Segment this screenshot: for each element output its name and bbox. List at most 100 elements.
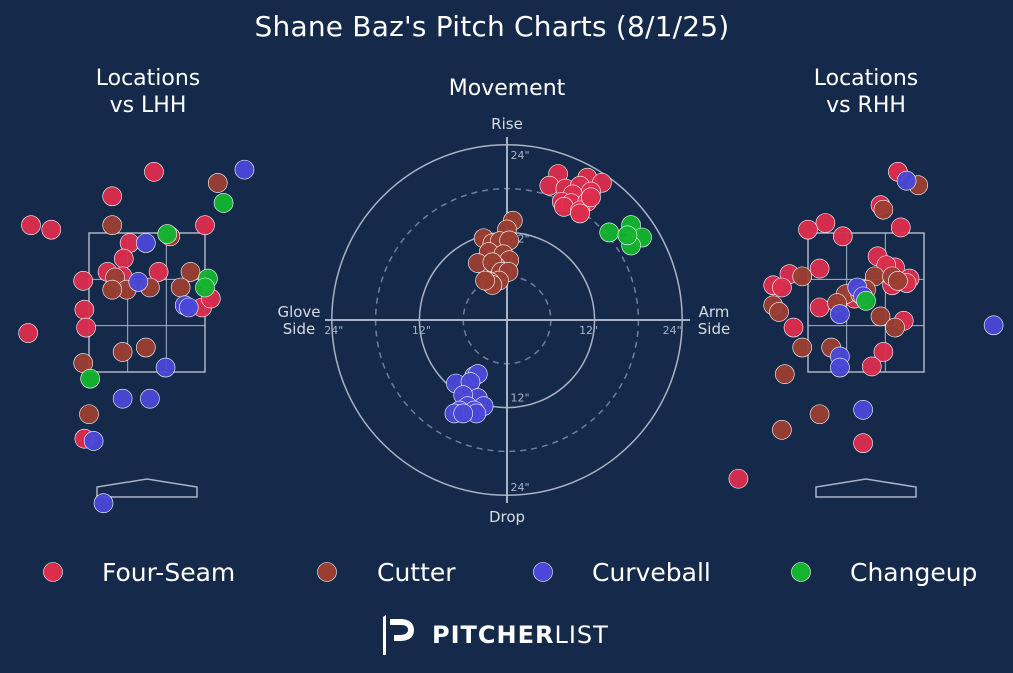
rhh-panel-title: Locations vs RHH <box>766 65 966 119</box>
lhh-point-four-seam <box>114 248 134 269</box>
movement-plot: 24" 12" 12" 24"24"12"12"24"RiseDropGloveSid… <box>277 115 730 526</box>
lhh-point-curveball <box>155 357 176 378</box>
tick-label-glove-24: 24" <box>324 324 343 337</box>
rhh-point-curveball <box>896 170 917 191</box>
lhh-title-line-1: Locations <box>95 66 201 91</box>
legend-label-curveball: Curveball <box>592 558 711 587</box>
brand-bold: PITCHER <box>432 621 555 649</box>
rhh-point-curveball <box>853 400 873 420</box>
tick-label-arm-12: 12" <box>579 324 598 337</box>
movement-point-changeup <box>599 222 620 243</box>
legend-marker-cutter <box>317 562 337 582</box>
tick-label-arm-24: 24" <box>663 324 682 337</box>
lhh-point-cutter <box>79 404 99 425</box>
rhh-point-curveball <box>983 315 1004 336</box>
lhh-point-cutter <box>102 279 122 300</box>
pitcherlist-logo: PITCHERLIST <box>380 612 609 658</box>
movement-label-glove: Glove <box>277 303 320 321</box>
movement-point-changeup <box>617 225 638 246</box>
lhh-point-changeup <box>195 277 215 298</box>
lhh-location-plot <box>18 159 255 514</box>
legend-label-cutter: Cutter <box>377 558 456 587</box>
lhh-point-cutter <box>207 173 228 193</box>
lhh-point-curveball <box>112 388 133 409</box>
movement-label-arm: Arm <box>699 303 730 321</box>
movement-label-drop: Drop <box>489 508 525 526</box>
rhh-point-curveball <box>830 357 850 378</box>
lhh-point-curveball <box>234 159 255 180</box>
lhh-point-cutter <box>170 277 191 298</box>
movement-label-arm-side: Side <box>698 320 730 338</box>
lhh-point-four-seam <box>73 271 93 291</box>
legend-label-changeup: Changeup <box>850 558 978 587</box>
rhh-point-four-seam <box>890 217 911 238</box>
pitcherlist-wordmark: PITCHERLIST <box>432 621 609 649</box>
lhh-point-cutter <box>136 337 156 358</box>
lhh-point-four-seam <box>195 215 215 236</box>
lhh-point-curveball <box>140 388 160 409</box>
lhh-point-four-seam <box>144 162 164 182</box>
rhh-location-plot <box>728 162 1004 498</box>
rhh-point-cutter <box>885 317 905 338</box>
rhh-point-four-seam <box>798 219 818 240</box>
tick-label-drop-24: 24" <box>510 481 529 494</box>
lhh-point-four-seam <box>74 299 95 320</box>
rhh-point-cutter <box>769 302 789 322</box>
tick-label-rise-24: 24" <box>510 149 529 162</box>
rhh-point-four-seam <box>809 297 830 318</box>
lhh-point-four-seam <box>148 262 169 282</box>
legend-label-four-seam: Four-Seam <box>102 558 236 587</box>
tick-label-drop-12: 12" <box>510 392 529 405</box>
lhh-point-cutter <box>180 262 201 282</box>
rhh-point-cutter <box>774 364 795 385</box>
lhh-point-changeup <box>157 224 178 244</box>
legend-marker-curveball <box>533 562 553 582</box>
rhh-point-four-seam <box>873 342 894 362</box>
rhh-point-four-seam <box>809 258 830 279</box>
lhh-point-changeup <box>213 193 234 213</box>
lhh-point-curveball <box>128 272 149 292</box>
movement-point-four-seam <box>581 187 601 208</box>
rhh-point-four-seam <box>728 468 749 489</box>
rhh-point-curveball <box>830 304 850 324</box>
rhh-point-four-seam <box>783 317 804 338</box>
lhh-point-cutter <box>112 342 133 362</box>
legend-marker-four-seam <box>43 562 63 582</box>
rhh-point-cutter <box>792 337 813 358</box>
rhh-home-plate <box>815 478 917 498</box>
tick-label-glove-12: 12" <box>412 324 431 337</box>
pitcherlist-p-icon <box>383 615 414 655</box>
rhh-point-cutter <box>888 271 908 291</box>
rhh-title-line-1: Locations <box>813 66 919 91</box>
lhh-point-four-seam <box>18 323 38 343</box>
brand-light: LIST <box>554 621 609 649</box>
lhh-point-curveball <box>93 493 114 514</box>
movement-panel-title: Movement <box>448 76 566 101</box>
lhh-point-curveball <box>136 233 156 253</box>
lhh-point-four-seam <box>102 186 122 207</box>
legend-marker-changeup <box>791 562 811 582</box>
rhh-point-four-seam <box>861 356 882 377</box>
lhh-point-four-seam <box>76 317 96 338</box>
rhh-point-cutter <box>792 266 813 287</box>
lhh-point-curveball <box>83 431 104 451</box>
lhh-home-plate <box>96 478 198 498</box>
rhh-point-changeup <box>856 291 876 311</box>
movement-label-rise: Rise <box>491 115 523 133</box>
rhh-point-cutter <box>870 306 891 327</box>
movement-point-four-seam <box>570 203 590 224</box>
movement-label-glove-side: Side <box>283 320 315 338</box>
rhh-point-cutter <box>873 199 894 220</box>
rhh-point-four-seam <box>815 213 836 233</box>
rhh-point-cutter <box>772 420 792 440</box>
legend-markers <box>43 562 811 582</box>
movement-point-cutter <box>475 270 495 291</box>
lhh-point-four-seam <box>21 215 41 236</box>
lhh-panel-title: Locations vs LHH <box>48 65 248 119</box>
lhh-point-cutter <box>102 215 122 236</box>
lhh-title-line-2: vs LHH <box>109 93 187 118</box>
movement-point-four-seam <box>539 175 560 196</box>
rhh-point-four-seam <box>832 226 853 247</box>
rhh-point-cutter <box>809 404 830 425</box>
